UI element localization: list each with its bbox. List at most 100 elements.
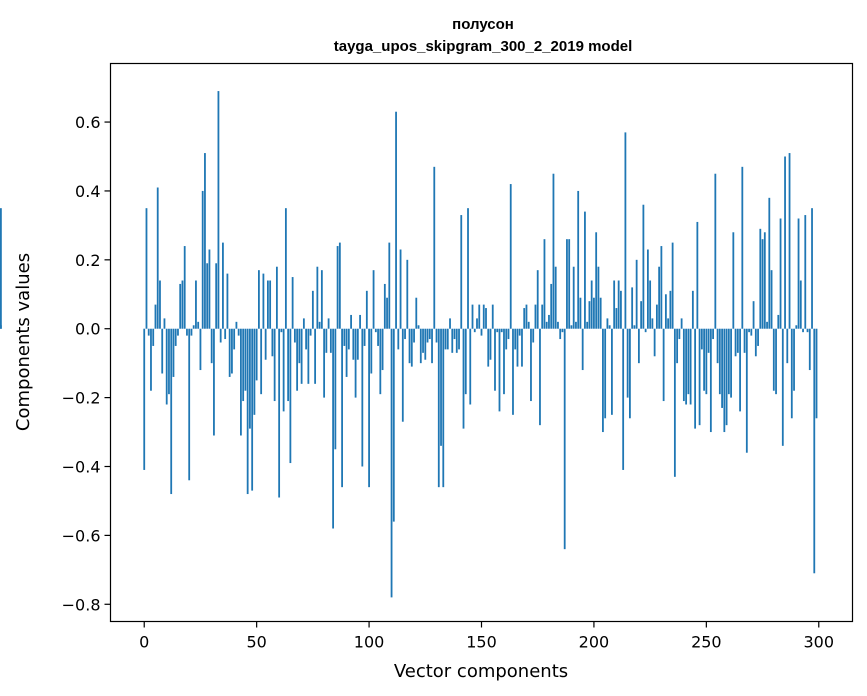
x-tick-label: 250 xyxy=(691,633,722,652)
bar-62 xyxy=(282,328,285,412)
bar-46 xyxy=(246,328,249,495)
bar-137 xyxy=(451,328,454,353)
bar-138 xyxy=(453,328,456,340)
bar-85 xyxy=(334,328,337,450)
bar-47 xyxy=(249,328,251,429)
bar-164 xyxy=(512,328,514,415)
bar-188 xyxy=(566,239,568,329)
bar-207 xyxy=(608,325,611,329)
bar-167 xyxy=(518,328,521,336)
bar-108 xyxy=(386,297,388,329)
bar-50 xyxy=(255,328,258,381)
bar-21 xyxy=(190,328,193,336)
bar-159 xyxy=(500,328,503,333)
bar-288 xyxy=(790,328,793,419)
bar-12 xyxy=(170,328,173,495)
bar-126 xyxy=(426,328,429,343)
bar-177 xyxy=(541,304,544,329)
bar-147 xyxy=(473,328,476,333)
bar-173 xyxy=(532,328,535,343)
bar-22 xyxy=(192,325,195,329)
bar-254 xyxy=(714,173,717,329)
bar-71 xyxy=(302,318,305,329)
bar-223 xyxy=(644,328,647,333)
bar-20 xyxy=(188,328,191,481)
bar-225 xyxy=(649,280,652,329)
bar-80 xyxy=(323,328,326,398)
bar-120 xyxy=(413,328,415,343)
bar-104 xyxy=(377,328,379,346)
bar-91 xyxy=(347,328,350,350)
bar-5 xyxy=(154,304,157,329)
bar-3 xyxy=(150,328,152,391)
bar-26 xyxy=(201,190,204,329)
bar-232 xyxy=(664,294,667,329)
bar-160 xyxy=(503,328,505,395)
bar-249 xyxy=(703,328,705,391)
y-tick-label: 0.6 xyxy=(75,113,100,132)
bar-226 xyxy=(651,318,654,329)
bar-271 xyxy=(752,301,755,329)
bar-76 xyxy=(314,328,317,384)
bar-53 xyxy=(262,273,265,329)
bar-243 xyxy=(689,328,692,405)
bar-59 xyxy=(275,266,278,329)
bar-190 xyxy=(570,325,573,329)
y-tick-label: 0.0 xyxy=(75,320,100,339)
bar-189 xyxy=(568,239,571,329)
bar-204 xyxy=(602,328,604,433)
bar-157 xyxy=(496,328,499,333)
bar-246 xyxy=(696,221,699,329)
bar-43 xyxy=(240,328,242,436)
bar-79 xyxy=(320,270,323,329)
bar-105 xyxy=(379,328,382,395)
bar-86 xyxy=(336,246,339,329)
bar-75 xyxy=(311,290,314,329)
bar-110 xyxy=(390,328,393,598)
bar-51 xyxy=(258,270,260,329)
bar-181 xyxy=(550,283,553,329)
bar-203 xyxy=(599,297,602,329)
bar-269 xyxy=(748,328,750,333)
bar-241 xyxy=(685,328,688,405)
bar-37 xyxy=(226,273,229,329)
bar-112 xyxy=(395,111,397,329)
bar-280 xyxy=(772,328,775,391)
bar-191 xyxy=(572,266,575,329)
bar-30 xyxy=(210,328,213,364)
bar-154 xyxy=(489,328,492,360)
bar-256 xyxy=(718,328,721,395)
bar-39 xyxy=(231,328,233,374)
bar-45 xyxy=(244,328,247,391)
bar-208 xyxy=(611,328,613,415)
bar-262 xyxy=(732,232,735,329)
bar-68 xyxy=(296,328,299,391)
bar-7 xyxy=(159,280,161,329)
bar-286 xyxy=(786,328,789,364)
bar-220 xyxy=(637,328,640,364)
bar-267 xyxy=(743,328,746,353)
bar-136 xyxy=(449,318,451,329)
bar-233 xyxy=(667,318,670,329)
x-tick-label: 100 xyxy=(354,633,385,652)
bar-178 xyxy=(543,239,546,329)
chart-subtitle: tayga_upos_skipgram_300_2_2019 model xyxy=(334,38,633,55)
bar-107 xyxy=(383,283,386,329)
bar-129 xyxy=(433,166,436,329)
bar-73 xyxy=(307,328,310,384)
y-tick-label: −0.8 xyxy=(62,595,101,614)
bar-279 xyxy=(770,270,773,329)
bar-264 xyxy=(736,328,739,353)
bar-216 xyxy=(629,328,631,419)
bar-2 xyxy=(147,328,150,336)
bar-72 xyxy=(305,328,308,350)
bar-89 xyxy=(343,328,346,346)
bars-group xyxy=(0,91,818,598)
bar-168 xyxy=(521,328,523,367)
bar-265 xyxy=(739,328,741,412)
bar-48 xyxy=(251,328,254,491)
bar-70 xyxy=(300,328,303,384)
bar-162 xyxy=(507,328,510,340)
bar-194 xyxy=(579,297,582,329)
bar-10 xyxy=(165,328,168,405)
